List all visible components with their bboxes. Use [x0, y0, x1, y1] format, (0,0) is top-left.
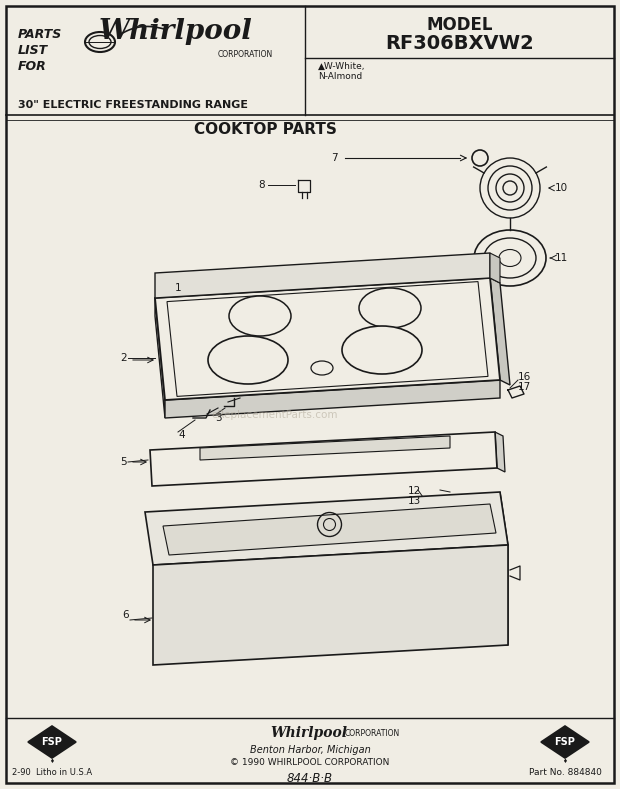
Text: © 1990 WHIRLPOOL CORPORATION: © 1990 WHIRLPOOL CORPORATION: [230, 758, 390, 767]
Polygon shape: [150, 432, 497, 486]
Text: CORPORATION: CORPORATION: [345, 729, 401, 738]
Text: 16: 16: [518, 372, 531, 382]
Text: 4: 4: [178, 430, 185, 440]
Text: COOKTOP PARTS: COOKTOP PARTS: [193, 122, 337, 137]
Text: ♦: ♦: [50, 759, 55, 764]
Text: 1: 1: [175, 283, 182, 293]
Text: 2: 2: [120, 353, 126, 363]
Text: PARTS: PARTS: [18, 28, 62, 41]
Text: FOR: FOR: [18, 60, 46, 73]
Text: ♦: ♦: [562, 759, 567, 764]
Text: 10: 10: [555, 183, 568, 193]
Ellipse shape: [359, 288, 421, 328]
Ellipse shape: [208, 336, 288, 384]
Polygon shape: [165, 380, 500, 418]
Polygon shape: [155, 298, 165, 418]
Text: 844·B·B: 844·B·B: [287, 772, 333, 785]
Text: 5: 5: [120, 457, 126, 467]
Text: 2-90  Litho in U.S.A: 2-90 Litho in U.S.A: [12, 768, 92, 777]
Polygon shape: [153, 545, 508, 665]
Text: LIST: LIST: [18, 44, 48, 57]
Ellipse shape: [499, 249, 521, 267]
Polygon shape: [200, 436, 450, 460]
Text: 7: 7: [331, 153, 338, 163]
Polygon shape: [145, 492, 508, 565]
Text: 3: 3: [215, 413, 221, 423]
Text: 8: 8: [259, 180, 265, 190]
Polygon shape: [167, 282, 488, 396]
Text: Whirlpool: Whirlpool: [98, 18, 252, 45]
Text: 17: 17: [518, 382, 531, 392]
Ellipse shape: [229, 296, 291, 336]
Text: Whirlpool: Whirlpool: [270, 726, 347, 740]
Polygon shape: [490, 253, 500, 283]
Text: ▲W-White,
N-Almond: ▲W-White, N-Almond: [318, 62, 366, 81]
Ellipse shape: [342, 326, 422, 374]
Ellipse shape: [484, 238, 536, 278]
Text: 30" ELECTRIC FREESTANDING RANGE: 30" ELECTRIC FREESTANDING RANGE: [18, 100, 248, 110]
Text: Benton Harbor, Michigan: Benton Harbor, Michigan: [250, 745, 370, 755]
Text: Part No. 884840: Part No. 884840: [529, 768, 601, 777]
Text: FSP: FSP: [42, 737, 63, 747]
Polygon shape: [155, 278, 500, 400]
Text: 13: 13: [408, 496, 421, 506]
Text: 12: 12: [408, 486, 421, 496]
Text: CORPORATION: CORPORATION: [218, 50, 273, 59]
Polygon shape: [155, 253, 490, 298]
Polygon shape: [163, 504, 496, 555]
Polygon shape: [500, 492, 508, 645]
Polygon shape: [490, 278, 510, 385]
Ellipse shape: [311, 361, 333, 375]
Polygon shape: [541, 726, 589, 758]
Text: FSP: FSP: [554, 737, 575, 747]
Text: 11: 11: [555, 253, 569, 263]
Text: MODEL: MODEL: [427, 16, 494, 34]
Polygon shape: [495, 432, 505, 472]
Ellipse shape: [474, 230, 546, 286]
Polygon shape: [28, 726, 76, 758]
Text: RF306BXVW2: RF306BXVW2: [386, 34, 534, 53]
Text: 6: 6: [122, 610, 128, 620]
Text: eReplacementParts.com: eReplacementParts.com: [212, 410, 339, 420]
